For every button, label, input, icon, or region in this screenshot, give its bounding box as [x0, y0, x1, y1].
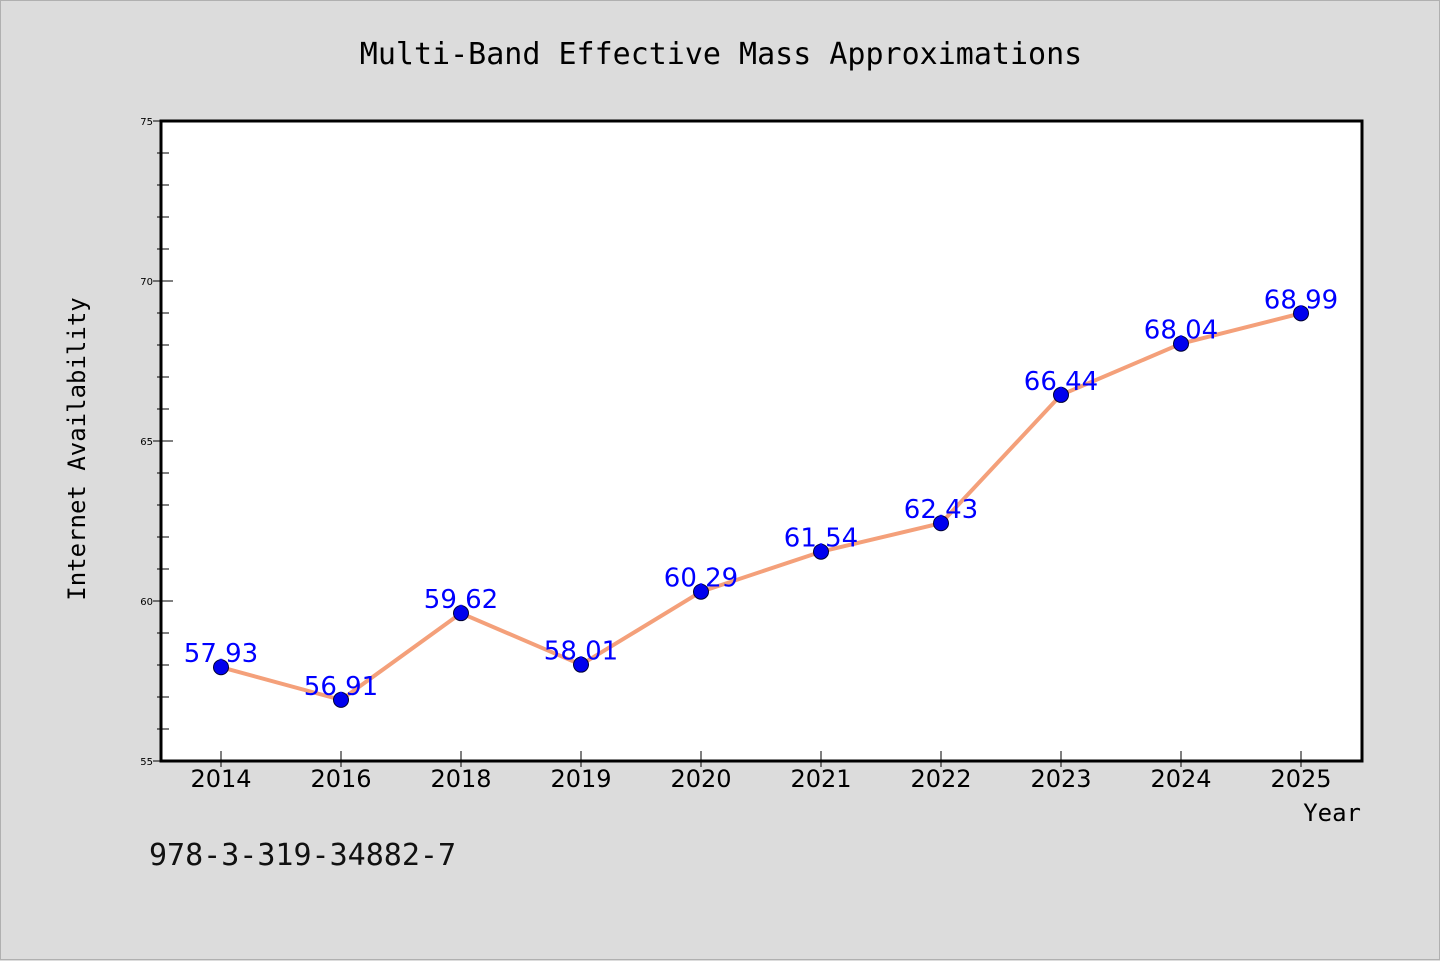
data-label: 62.43: [904, 495, 978, 525]
data-point: [813, 543, 829, 560]
x-tick-label: 2014: [190, 765, 251, 793]
x-tick-label: 2023: [1030, 765, 1091, 793]
y-tick-label: 75: [140, 117, 153, 128]
data-label: 61.54: [784, 524, 858, 554]
x-tick-label: 2018: [430, 765, 491, 793]
data-point: [213, 659, 229, 676]
data-markers: [213, 305, 1309, 708]
x-axis-label: Year: [1303, 799, 1361, 827]
x-tick-label: 2024: [1150, 765, 1211, 793]
data-labels: 57.93 56.91 59.62 58.01 60.29 61.54 62.43 66.44…: [184, 285, 1338, 702]
data-point: [333, 691, 349, 708]
x-axis-ticks: 2014 2016 2018 2019 2020 2021 2022 2023 2024 2025: [190, 751, 1332, 793]
data-point: [453, 605, 469, 622]
y-tick-label: 65: [140, 437, 153, 448]
x-tick-label: 2021: [790, 765, 851, 793]
chart-title: Multi-Band Effective Mass Approximations: [360, 37, 1082, 72]
data-point: [1173, 335, 1189, 352]
data-label: 68.04: [1144, 316, 1218, 346]
data-point: [933, 515, 949, 532]
plot-area: [159, 119, 1364, 763]
data-point: [693, 583, 709, 600]
data-label: 68.99: [1264, 285, 1338, 315]
y-axis-ticks: 55 60 65 70 75: [140, 117, 173, 768]
data-point: [573, 656, 589, 673]
data-label: 57.93: [184, 639, 258, 669]
data-label: 56.91: [304, 672, 378, 702]
y-tick-label: 60: [140, 597, 153, 608]
y-tick-label: 55: [140, 757, 153, 768]
x-tick-label: 2022: [910, 765, 971, 793]
x-tick-label: 2025: [1270, 765, 1331, 793]
data-point: [1053, 386, 1069, 403]
x-tick-label: 2019: [550, 765, 611, 793]
y-axis-label: Internet Availability: [63, 297, 91, 600]
data-point: [1293, 305, 1309, 322]
x-tick-label: 2016: [310, 765, 371, 793]
series-line: [220, 311, 1302, 702]
y-tick-label: 70: [140, 277, 153, 288]
data-label: 58.01: [544, 637, 618, 667]
isbn-annotation: 978-3-319-34882-7: [149, 838, 456, 873]
data-label: 59.62: [424, 585, 498, 615]
data-label: 60.29: [664, 564, 738, 594]
x-tick-label: 2020: [670, 765, 731, 793]
data-label: 66.44: [1024, 367, 1098, 397]
